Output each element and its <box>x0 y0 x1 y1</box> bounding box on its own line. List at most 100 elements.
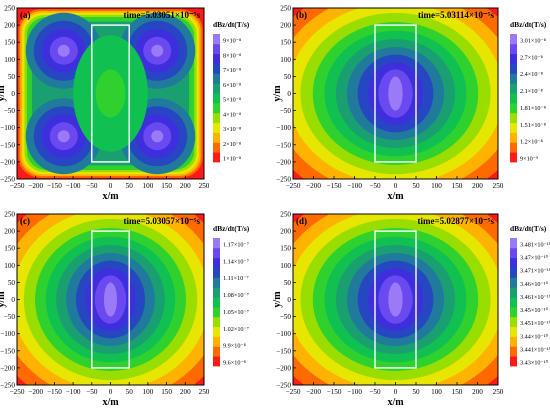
x-tick-label: 150 <box>161 182 172 190</box>
colorbar-swatch <box>213 316 220 328</box>
colorbar-swatch <box>213 152 220 163</box>
colorbar-swatch <box>510 53 517 64</box>
y-axis-label: y/m <box>0 85 7 102</box>
colorbar-title: dBz/dt(T/s) <box>213 20 250 29</box>
colorbar-label: 3.45×10⁻¹⁰ <box>520 307 549 314</box>
x-tick-label: 200 <box>472 388 483 396</box>
colorbar-label: 9.6×10⁻⁸ <box>223 360 246 367</box>
contour-band <box>57 44 70 57</box>
x-tick-label: 150 <box>161 388 172 396</box>
colorbar-swatch <box>213 277 220 288</box>
colorbar-label: 3.441×10⁻¹⁰ <box>520 346 550 353</box>
colorbar-label: 3.46×10⁻¹⁰ <box>520 281 549 288</box>
y-tick-label: −200 <box>276 158 291 166</box>
contour-field <box>17 8 204 179</box>
colorbar-swatch <box>510 356 517 367</box>
colorbar-swatch <box>213 257 220 268</box>
y-tick-label: −250 <box>276 382 291 390</box>
x-tick-label: 150 <box>452 182 463 190</box>
colorbar-label: 1.51×10⁻⁸ <box>520 122 546 129</box>
colorbar-label: 9×10⁻⁸ <box>223 38 241 45</box>
y-axis-label: y/m <box>272 85 283 102</box>
colorbar-swatch <box>213 238 220 249</box>
y-tick-label: 250 <box>280 5 291 13</box>
colorbar-swatch <box>510 34 517 45</box>
colorbar-label: 1×10⁻⁸ <box>223 156 241 163</box>
source-loop-rectangle <box>91 230 130 369</box>
y-tick-label: −100 <box>0 330 15 338</box>
y-tick-label: −50 <box>280 313 292 321</box>
y-tick-label: 150 <box>4 245 15 253</box>
x-tick-label: −150 <box>47 182 62 190</box>
contour-field <box>293 8 498 179</box>
contour-band <box>151 44 164 57</box>
colorbar-label: 3.481×10⁻¹⁰ <box>520 242 550 249</box>
y-tick-label: 250 <box>280 211 291 219</box>
colorbar-swatch <box>510 112 517 124</box>
colorbar-swatch <box>213 53 220 64</box>
y-tick-label: −250 <box>0 176 15 184</box>
y-tick-label: 100 <box>4 56 15 64</box>
colorbar-label: 1.14×10⁻⁷ <box>223 258 249 265</box>
x-tick-label: 250 <box>493 182 504 190</box>
colorbar-swatch <box>510 257 517 268</box>
colorbar-swatch <box>510 287 517 298</box>
chart-panel-3: −250 −200 −150 −100 −50 0 50 100 150 200 250250200… <box>0 211 250 409</box>
colorbar-swatch <box>510 102 517 114</box>
x-tick-label: −250 <box>286 182 301 190</box>
x-tick-label: −100 <box>347 182 362 190</box>
y-tick-label: 50 <box>8 279 16 287</box>
x-tick-label: 100 <box>143 388 154 396</box>
y-tick-label: 50 <box>284 279 292 287</box>
x-axis-label: x/m <box>387 191 404 202</box>
contour-band <box>57 130 70 143</box>
time-label: time=5.03057×10⁻⁵s <box>124 216 201 226</box>
colorbar-swatch <box>213 142 220 153</box>
colorbar-swatch <box>510 122 517 133</box>
y-tick-label: 200 <box>4 22 15 30</box>
x-tick-label: 50 <box>412 388 420 396</box>
y-tick-label: 200 <box>280 22 291 30</box>
panel-label: (c) <box>20 216 30 226</box>
y-axis-label: y/m <box>0 291 7 308</box>
colorbar-label: 8×10⁻⁸ <box>223 52 241 59</box>
x-tick-label: −100 <box>66 182 81 190</box>
x-tick-label: 100 <box>143 182 154 190</box>
colorbar-label: 3.451×10⁻¹⁰ <box>520 320 550 327</box>
x-tick-label: 200 <box>180 388 191 396</box>
time-label: time=5.03051×10⁻⁵s <box>124 10 201 20</box>
y-tick-label: −100 <box>276 124 291 132</box>
x-tick-label: −100 <box>347 388 362 396</box>
y-tick-label: −150 <box>0 347 15 355</box>
x-tick-label: 100 <box>431 388 442 396</box>
colorbar-swatch <box>510 306 517 318</box>
colorbar-swatch <box>510 316 517 328</box>
colorbar-label: 6×10⁻⁸ <box>223 82 241 89</box>
y-tick-label: −50 <box>4 313 16 321</box>
colorbar-swatch <box>213 306 220 318</box>
colorbar-swatch <box>510 93 517 104</box>
colorbar-title: dBz/dt(T/s) <box>510 224 547 233</box>
y-tick-label: 150 <box>280 39 291 47</box>
colorbar-label: 9×10⁻⁹ <box>520 156 538 163</box>
panel-label: (b) <box>296 10 307 20</box>
x-axis-label: x/m <box>102 397 119 408</box>
y-tick-label: 200 <box>4 228 15 236</box>
colorbar-swatch <box>510 267 517 278</box>
colorbar-swatch <box>510 152 517 163</box>
y-tick-label: 50 <box>284 73 292 81</box>
colorbar-swatch <box>213 73 220 84</box>
panel-label: (d) <box>296 216 307 226</box>
y-tick-label: 250 <box>4 211 15 219</box>
x-tick-label: −150 <box>327 388 342 396</box>
colorbar-swatch <box>510 336 517 347</box>
colorbar-swatch <box>510 63 517 74</box>
chart-panel-2: −250 −200 −150 −100 −50 0 50 100 150 200 250 250 200… <box>272 5 547 203</box>
colorbar-swatch <box>213 112 220 124</box>
x-tick-label: 100 <box>431 182 442 190</box>
colorbar-swatch <box>510 247 517 259</box>
colorbar-swatch <box>213 83 220 94</box>
y-tick-label: 50 <box>8 73 16 81</box>
x-tick-label: 0 <box>394 388 398 396</box>
x-tick-label: 250 <box>199 182 210 190</box>
